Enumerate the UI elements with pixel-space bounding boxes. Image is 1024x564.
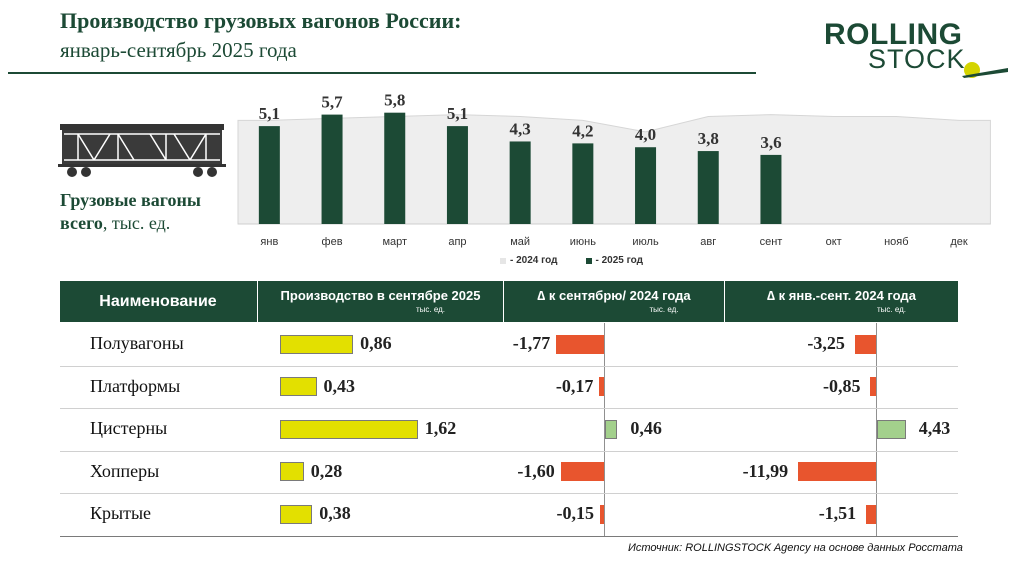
x-tick-апр: апр xyxy=(448,236,466,248)
legend-2025: - 2025 год xyxy=(585,255,643,266)
delta-ytd-bar xyxy=(866,504,876,524)
data-label-апр: 5,1 xyxy=(447,104,468,123)
title-divider xyxy=(8,72,756,74)
production-bar xyxy=(280,419,418,439)
production-bar xyxy=(280,334,354,354)
delta-september-value: -0,17 xyxy=(555,375,594,396)
row-name: Цистерны xyxy=(90,418,168,439)
delta-september-value: 0,46 xyxy=(630,418,662,439)
header-name: Наименование xyxy=(99,293,217,310)
row-name: Полувагоны xyxy=(90,333,184,354)
delta-ytd-bar xyxy=(854,334,876,354)
row-name: Платформы xyxy=(90,375,181,396)
data-label-фев: 5,7 xyxy=(321,93,343,112)
production-value: 1,62 xyxy=(424,418,457,439)
delta-september-axis xyxy=(604,323,605,536)
bar-2025-апр xyxy=(446,126,468,224)
delta-ytd-bar xyxy=(870,377,876,397)
x-tick-июнь: июнь xyxy=(570,236,596,248)
data-label-май: 4,3 xyxy=(510,119,531,138)
delta-ytd-value: 4,43 xyxy=(918,418,951,439)
x-tick-фев: фев xyxy=(322,236,343,248)
freight-wagon-icon xyxy=(58,124,226,177)
logo-sun-icon xyxy=(962,62,1008,78)
bar-2025-июль xyxy=(635,147,657,224)
delta-ytd-value: -0,85 xyxy=(822,375,861,396)
wagons-total-label: Грузовые вагоны xyxy=(60,190,201,210)
data-label-янв: 5,1 xyxy=(259,104,280,123)
row-divider xyxy=(60,450,958,452)
bar-2025-сент xyxy=(760,154,782,224)
production-bar xyxy=(280,377,317,397)
delta-ytd-axis xyxy=(876,323,877,536)
x-tick-май: май xyxy=(510,236,530,248)
production-value: 0,38 xyxy=(319,503,351,524)
x-tick-авг: авг xyxy=(700,236,716,248)
x-tick-сент: сент xyxy=(760,236,783,248)
bar-2025-авг xyxy=(697,151,719,224)
x-tick-дек: дек xyxy=(950,236,968,248)
table-header: Наименование Производство в сентябре 202… xyxy=(60,281,958,322)
production-value: 0,43 xyxy=(323,375,356,396)
logo-text-top: ROLLING xyxy=(824,18,963,51)
delta-september-bar xyxy=(599,377,604,397)
monthly-production-chart: 5,1 5,7 5,8 5,1 4,3 4,2 4,0 3,8 3,6 янв фев март апр… xyxy=(237,91,991,248)
x-tick-июль: июль xyxy=(632,236,659,248)
delta-september-value: -1,77 xyxy=(512,333,551,354)
delta-ytd-bar xyxy=(798,462,876,482)
row-divider xyxy=(60,535,958,537)
x-tick-янв: янв xyxy=(260,236,278,248)
series-2024-area xyxy=(237,114,991,225)
header-production: Производство в сентябре 2025 тыс. ед. xyxy=(280,288,481,314)
data-label-март: 5,8 xyxy=(384,91,405,110)
row-divider xyxy=(60,365,958,367)
production-bar xyxy=(280,462,304,482)
bar-2025-янв xyxy=(258,126,280,224)
delta-ytd-value: -3,25 xyxy=(807,333,845,354)
x-tick-нояб: нояб xyxy=(884,236,908,248)
bar-2025-март xyxy=(384,112,406,224)
production-bar xyxy=(280,504,313,524)
page-subtitle: январь-сентябрь 2025 года xyxy=(60,38,297,62)
delta-ytd-value: -1,51 xyxy=(818,503,857,524)
row-name: Хопперы xyxy=(90,460,160,481)
rollingstock-logo: ROLLING STOCK xyxy=(822,18,1012,80)
legend-2024: - 2024 год xyxy=(500,255,558,266)
delta-september-value: -0,15 xyxy=(556,503,594,524)
x-tick-март: март xyxy=(382,236,407,248)
row-divider xyxy=(60,408,958,409)
data-label-июль: 4,0 xyxy=(635,125,656,144)
bar-2025-май xyxy=(509,141,531,224)
data-label-авг: 3,8 xyxy=(698,129,719,148)
data-label-июнь: 4,2 xyxy=(572,121,593,140)
source-note: Источник: ROLLINGSTOCK Agency на основе … xyxy=(628,542,963,554)
page-title: Производство грузовых вагонов России: xyxy=(60,8,462,33)
header-delta-ytd: ∆ к янв.-сент. 2024 года тыс. ед. xyxy=(767,288,916,314)
delta-september-bar xyxy=(556,334,604,354)
delta-ytd-value: -11,99 xyxy=(742,460,789,481)
header-delta-september: ∆ к сентябрю/ 2024 года тыс. ед. xyxy=(537,288,691,314)
logo-text-bottom: STOCK xyxy=(868,44,966,74)
wagons-total-unit: всего, тыс. ед. xyxy=(60,213,171,233)
bar-2025-фев xyxy=(321,114,343,224)
delta-september-bar xyxy=(560,462,604,482)
data-label-сент: 3,6 xyxy=(760,133,781,152)
delta-september-bar xyxy=(605,419,618,439)
chart-legend: - 2024 год - 2025 год xyxy=(500,255,665,266)
production-value: 0,28 xyxy=(310,460,343,481)
x-tick-окт: окт xyxy=(826,236,842,248)
row-name: Крытые xyxy=(90,503,152,524)
bar-2025-июнь xyxy=(572,143,594,224)
delta-september-value: -1,60 xyxy=(517,460,555,481)
delta-ytd-bar xyxy=(877,419,906,439)
row-divider xyxy=(60,493,958,494)
delta-september-bar xyxy=(599,504,604,524)
production-value: 0,86 xyxy=(360,333,392,354)
